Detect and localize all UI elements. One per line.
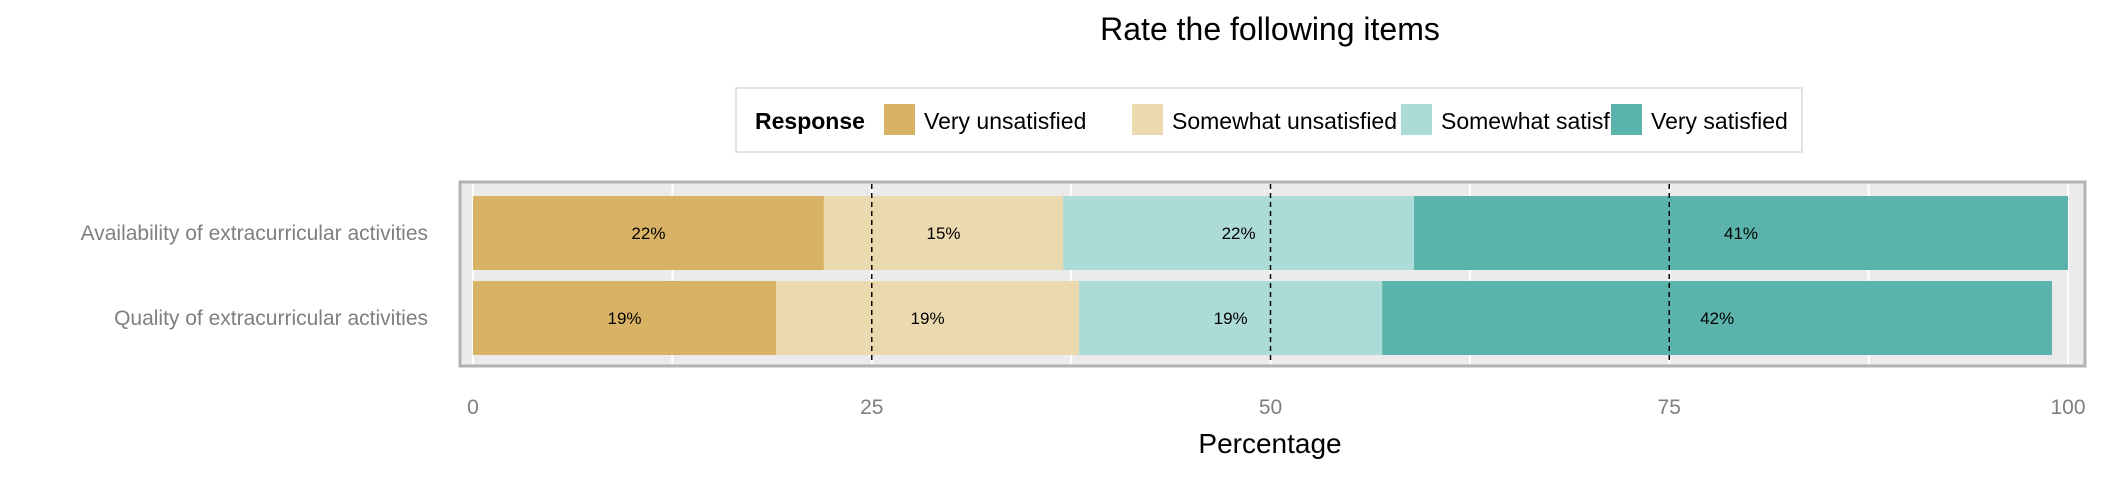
- x-tick-label: 50: [1259, 396, 1282, 419]
- plot-area: 22% 15% 22% 41% 19% 19% 19% 42%: [458, 180, 2087, 368]
- legend-swatch: [884, 104, 915, 135]
- legend-label: Somewhat satisfied: [1441, 108, 1640, 134]
- data-label: 22%: [631, 224, 665, 243]
- legend-items: Very unsatisfied Somewhat unsatisfied Some…: [884, 104, 1788, 135]
- legend: Response Very unsatisfied Somewhat unsati…: [735, 87, 1803, 153]
- data-label: 19%: [911, 309, 945, 328]
- legend-swatch: [1611, 104, 1642, 135]
- bar-segment: [1414, 196, 2068, 270]
- legend-swatch: [1132, 104, 1163, 135]
- bar-segment: [1382, 281, 2053, 355]
- data-label: 19%: [1214, 309, 1248, 328]
- legend-swatch: [1401, 104, 1432, 135]
- x-axis-title: Percentage: [1198, 428, 1341, 459]
- x-tick-label: 25: [860, 396, 883, 419]
- x-tick-label: 75: [1658, 396, 1681, 419]
- x-tick-labels: 0 25 50 75 100: [467, 396, 2085, 419]
- data-label: 15%: [927, 224, 961, 243]
- bars: [473, 196, 2068, 355]
- category-label: Quality of extracurricular activities: [114, 307, 428, 330]
- legend-title: Response: [755, 108, 865, 134]
- data-label: 19%: [608, 309, 642, 328]
- bar-segment: [1063, 196, 1415, 270]
- x-tick-label: 100: [2050, 396, 2085, 419]
- category-label: Availability of extracurricular activiti…: [81, 222, 428, 245]
- bar-segment: [473, 281, 777, 355]
- data-label: 41%: [1724, 224, 1758, 243]
- data-labels: 22% 15% 22% 41% 19% 19% 19% 42%: [608, 224, 1759, 328]
- x-tick-label: 0: [467, 396, 479, 419]
- chart-title: Rate the following items: [1100, 11, 1440, 47]
- bar-segment: [776, 281, 1080, 355]
- bar-segment: [1079, 281, 1383, 355]
- bar-segment: [473, 196, 824, 270]
- reference-lines: [871, 184, 1670, 364]
- data-label: 22%: [1222, 224, 1256, 243]
- legend-label: Very unsatisfied: [924, 108, 1086, 134]
- data-label: 42%: [1700, 309, 1734, 328]
- legend-label: Very satisfied: [1651, 108, 1788, 134]
- bar-segment: [823, 196, 1064, 270]
- category-labels: Availability of extracurricular activiti…: [81, 222, 428, 330]
- legend-label: Somewhat unsatisfied: [1172, 108, 1397, 134]
